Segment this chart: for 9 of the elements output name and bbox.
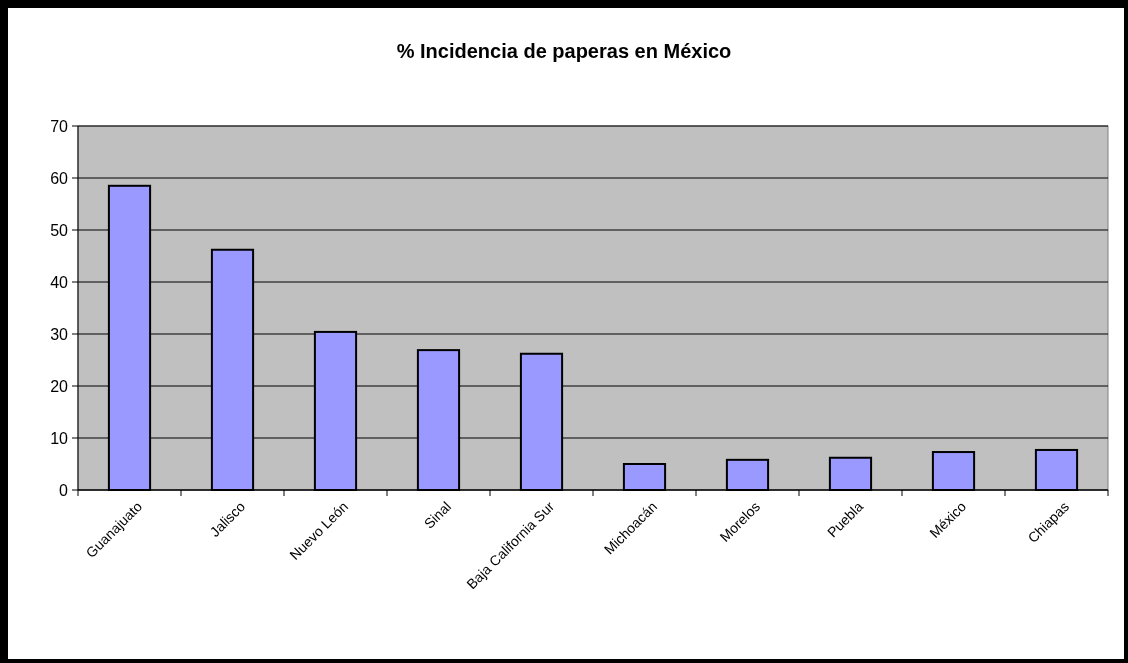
y-tick-label: 0 <box>59 481 69 499</box>
y-tick-label: 10 <box>50 429 69 447</box>
y-tick-label: 20 <box>50 377 69 395</box>
y-tick-label: 70 <box>50 117 69 135</box>
y-tick-label: 40 <box>50 273 69 291</box>
y-tick-label: 60 <box>50 169 69 187</box>
y-tick-label: 30 <box>50 325 69 343</box>
chart-title: % Incidencia de paperas en México <box>396 40 732 62</box>
y-tick-label: 50 <box>50 221 69 239</box>
